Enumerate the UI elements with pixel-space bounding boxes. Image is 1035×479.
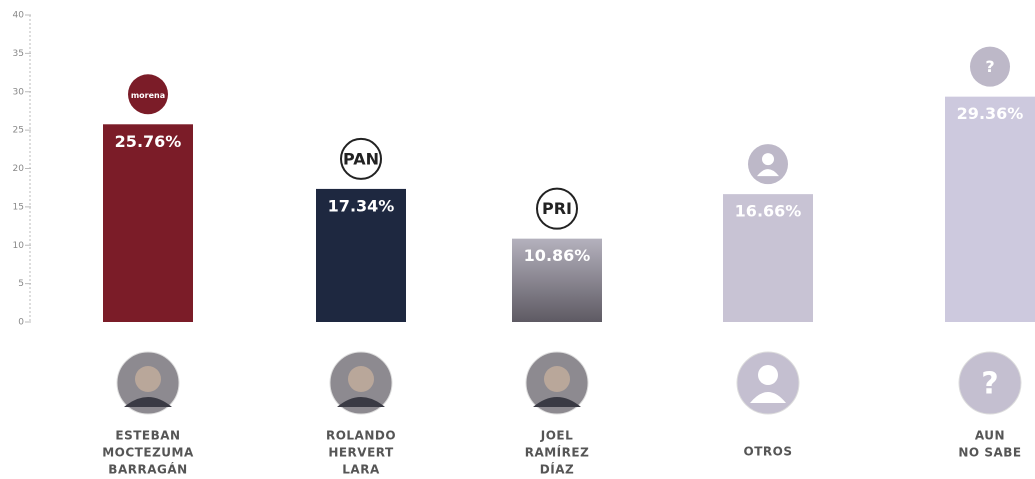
y-tick-label: 30	[13, 87, 25, 97]
value-label: 29.36%	[957, 104, 1024, 123]
face	[348, 366, 374, 392]
y-tick-label: 15	[13, 202, 24, 212]
person-icon-body	[750, 392, 786, 403]
bar	[723, 194, 813, 322]
category-label: LARA	[342, 463, 380, 477]
category-label: DÍAZ	[540, 462, 574, 477]
value-label: 16.66%	[735, 202, 802, 221]
shoulders	[124, 397, 172, 407]
bar	[316, 188, 406, 322]
shoulders	[533, 397, 581, 407]
bottom-icon-text: ?	[981, 367, 998, 402]
bar	[512, 238, 602, 322]
category-label: MOCTEZUMA	[102, 446, 194, 460]
party-logo	[340, 137, 382, 180]
category-label: JOEL	[540, 429, 574, 443]
category-label: RAMÍREZ	[525, 445, 590, 460]
y-tick-label: 10	[13, 241, 25, 251]
party-logo-text: ?	[985, 57, 994, 76]
person-icon-head	[762, 153, 774, 166]
value-label: 17.34%	[328, 196, 395, 215]
party-logo	[128, 74, 168, 115]
category-label: ROLANDO	[326, 429, 396, 443]
face	[544, 366, 570, 392]
category-label: NO SABE	[958, 446, 1021, 460]
y-tick-label: 5	[18, 279, 24, 289]
party-logo-text: PRI	[542, 199, 572, 218]
party-logo-text: morena	[131, 91, 165, 100]
bar	[103, 124, 193, 323]
category-label: AUN	[975, 429, 1005, 443]
category-label: BARRAGÁN	[108, 462, 187, 477]
value-label: 10.86%	[524, 246, 591, 265]
y-tick-label: 25	[13, 126, 24, 136]
category-label: OTROS	[744, 445, 793, 459]
party-logo	[536, 187, 578, 230]
bar	[945, 96, 1035, 322]
y-tick-label: 35	[13, 49, 24, 59]
y-tick-label: 40	[13, 11, 25, 21]
party-logo-text: PAN	[343, 149, 379, 168]
person-icon-head	[758, 365, 778, 385]
party-logo	[970, 46, 1010, 87]
candidate-photo	[958, 351, 1022, 415]
y-tick-label: 0	[18, 318, 24, 328]
value-label: 25.76%	[115, 132, 182, 151]
person-icon-body	[757, 169, 779, 177]
shoulders	[337, 397, 385, 407]
category-label: ESTEBAN	[115, 429, 180, 443]
face	[135, 366, 161, 392]
y-tick-label: 20	[13, 164, 25, 174]
category-label: HERVERT	[328, 446, 394, 460]
